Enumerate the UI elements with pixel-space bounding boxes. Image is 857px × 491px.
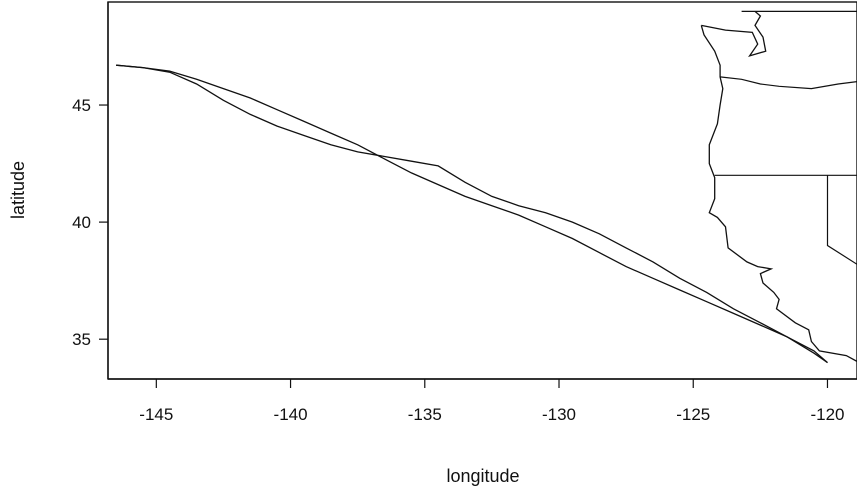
x-tick-label: -140 <box>274 405 308 424</box>
y-tick-label: 45 <box>72 96 91 115</box>
map-layer <box>700 10 857 362</box>
x-tick-label: -120 <box>810 405 844 424</box>
puget-sound-coastline <box>701 10 767 58</box>
x-tick-label: -125 <box>676 405 710 424</box>
x-tick-label: -130 <box>542 405 576 424</box>
y-axis: 35 40 45 <box>72 2 109 379</box>
coastline <box>700 25 857 362</box>
y-tick-label: 40 <box>72 213 91 232</box>
x-axis: -145 -140 -135 -130 -125 -120 <box>108 378 857 424</box>
y-tick-label: 35 <box>72 330 91 349</box>
plot-frame <box>107 1 857 380</box>
y-axis-label: latitude <box>8 161 28 219</box>
x-tick-label: -145 <box>139 405 173 424</box>
state-border-2 <box>720 76 857 90</box>
trajectory-line-2 <box>116 64 828 364</box>
state-border-4 <box>826 175 857 265</box>
trajectory-line-1 <box>116 64 828 364</box>
x-tick-label: -135 <box>408 405 442 424</box>
x-axis-label: longitude <box>446 466 519 486</box>
series-layer <box>116 64 828 364</box>
